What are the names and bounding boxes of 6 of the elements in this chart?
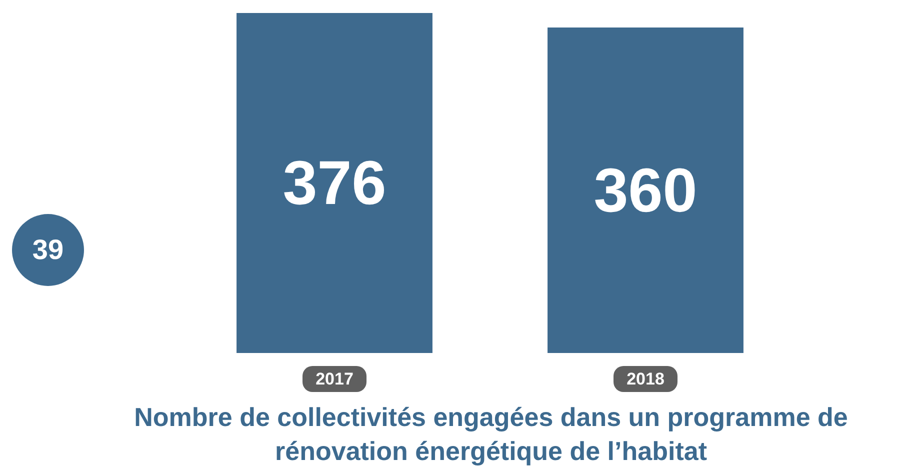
text: 39 [12,214,84,286]
data-label: 360 [594,156,698,226]
text: Nombre de collectivités engagées dans un programme de rénovation énergétique de l’habitat [133,401,849,468]
x-tick-label: 2017 [316,370,354,389]
x-tick-label: 2018 [626,370,664,389]
data-label: 376 [282,149,386,218]
